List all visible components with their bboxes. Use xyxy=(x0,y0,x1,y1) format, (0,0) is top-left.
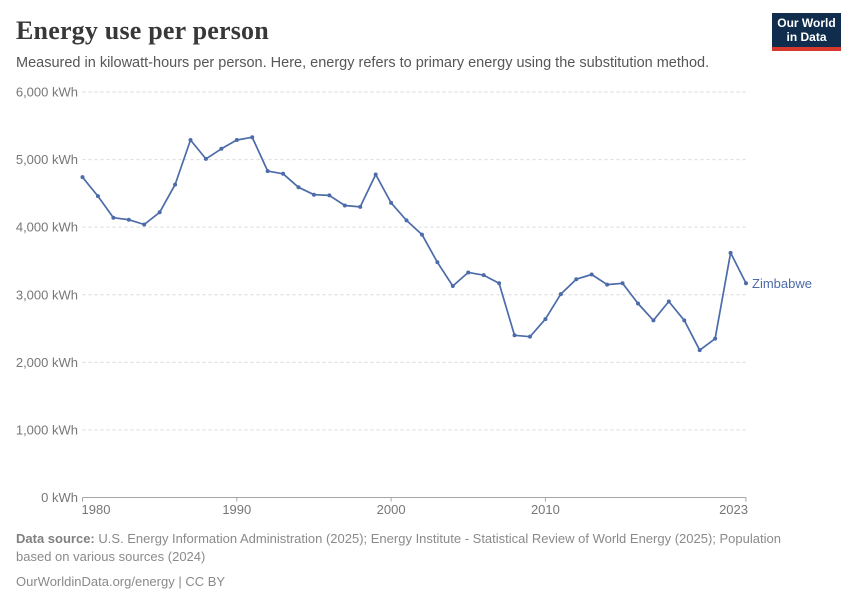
x-tick-label-1980: 1980 xyxy=(82,502,111,517)
data-point-2004[interactable] xyxy=(450,283,455,288)
data-source-text: U.S. Energy Information Administration (… xyxy=(16,531,781,564)
data-point-1995[interactable] xyxy=(311,192,316,197)
data-point-2011[interactable] xyxy=(558,292,563,297)
data-point-1989[interactable] xyxy=(219,146,224,151)
chart-footer: Data source: U.S. Energy Information Adm… xyxy=(16,530,806,591)
data-point-1991[interactable] xyxy=(250,135,255,140)
data-point-2015[interactable] xyxy=(620,281,625,286)
series-label-zimbabwe[interactable]: Zimbabwe xyxy=(752,276,812,291)
chart-subtitle: Measured in kilowatt-hours per person. H… xyxy=(16,55,710,71)
data-point-1988[interactable] xyxy=(203,156,208,161)
data-point-1981[interactable] xyxy=(95,194,100,199)
y-tick-label-3000: 3,000 kWh xyxy=(16,287,78,302)
data-point-1994[interactable] xyxy=(296,185,301,190)
owid-logo-line1: Our World xyxy=(777,16,836,30)
data-point-1985[interactable] xyxy=(157,210,162,215)
data-point-2007[interactable] xyxy=(497,281,502,286)
data-point-1982[interactable] xyxy=(111,215,116,220)
data-point-2018[interactable] xyxy=(666,299,671,304)
y-tick-label-5000: 5,000 kWh xyxy=(16,152,78,167)
y-tick-label-1000: 1,000 kWh xyxy=(16,422,78,437)
data-point-2010[interactable] xyxy=(543,317,548,322)
data-point-2002[interactable] xyxy=(419,232,424,237)
data-point-1987[interactable] xyxy=(188,137,193,142)
data-point-2023[interactable] xyxy=(744,281,748,286)
data-point-1998[interactable] xyxy=(358,204,363,209)
data-point-2021[interactable] xyxy=(713,336,718,341)
y-tick-label-6000: 6,000 kWh xyxy=(16,85,78,100)
series-line-zimbabwe[interactable] xyxy=(81,136,747,352)
data-point-1983[interactable] xyxy=(126,217,131,222)
chart-title: Energy use per person xyxy=(16,16,269,45)
data-point-1993[interactable] xyxy=(281,171,286,176)
data-point-2020[interactable] xyxy=(697,348,702,353)
y-tick-label-0: 0 kWh xyxy=(41,490,78,505)
data-point-1992[interactable] xyxy=(265,169,270,174)
data-point-2022[interactable] xyxy=(728,250,733,255)
data-point-2019[interactable] xyxy=(682,318,687,323)
data-point-2013[interactable] xyxy=(589,272,594,277)
data-source-line: Data source: U.S. Energy Information Adm… xyxy=(16,530,806,566)
data-point-2003[interactable] xyxy=(435,260,440,265)
data-point-1990[interactable] xyxy=(234,137,239,142)
data-point-2001[interactable] xyxy=(404,218,409,223)
data-point-2005[interactable] xyxy=(466,270,471,275)
owid-logo[interactable]: Our World in Data xyxy=(772,13,841,51)
data-point-1997[interactable] xyxy=(342,203,347,208)
data-point-2009[interactable] xyxy=(527,334,532,339)
x-tick-label-1990: 1990 xyxy=(222,502,251,517)
owid-url-link[interactable]: OurWorldinData.org/energy | CC BY xyxy=(16,574,226,589)
x-tick-label-2010: 2010 xyxy=(531,502,560,517)
data-point-2000[interactable] xyxy=(389,200,394,205)
data-point-1980[interactable] xyxy=(80,175,85,180)
data-point-2014[interactable] xyxy=(605,282,610,287)
data-source-label: Data source: xyxy=(16,531,95,546)
data-point-2006[interactable] xyxy=(481,273,486,278)
data-point-2008[interactable] xyxy=(512,333,517,338)
data-point-1999[interactable] xyxy=(373,172,378,177)
y-tick-label-4000: 4,000 kWh xyxy=(16,220,78,235)
data-point-2012[interactable] xyxy=(574,277,579,282)
x-tick-label-2000: 2000 xyxy=(377,502,406,517)
data-point-1984[interactable] xyxy=(142,222,147,227)
data-point-2016[interactable] xyxy=(635,301,640,306)
data-point-2017[interactable] xyxy=(651,318,656,323)
y-tick-label-2000: 2,000 kWh xyxy=(16,355,78,370)
owid-logo-line2: in Data xyxy=(786,30,827,44)
data-point-1996[interactable] xyxy=(327,193,332,198)
data-point-1986[interactable] xyxy=(173,182,178,187)
x-tick-label-2023: 2023 xyxy=(719,502,748,517)
